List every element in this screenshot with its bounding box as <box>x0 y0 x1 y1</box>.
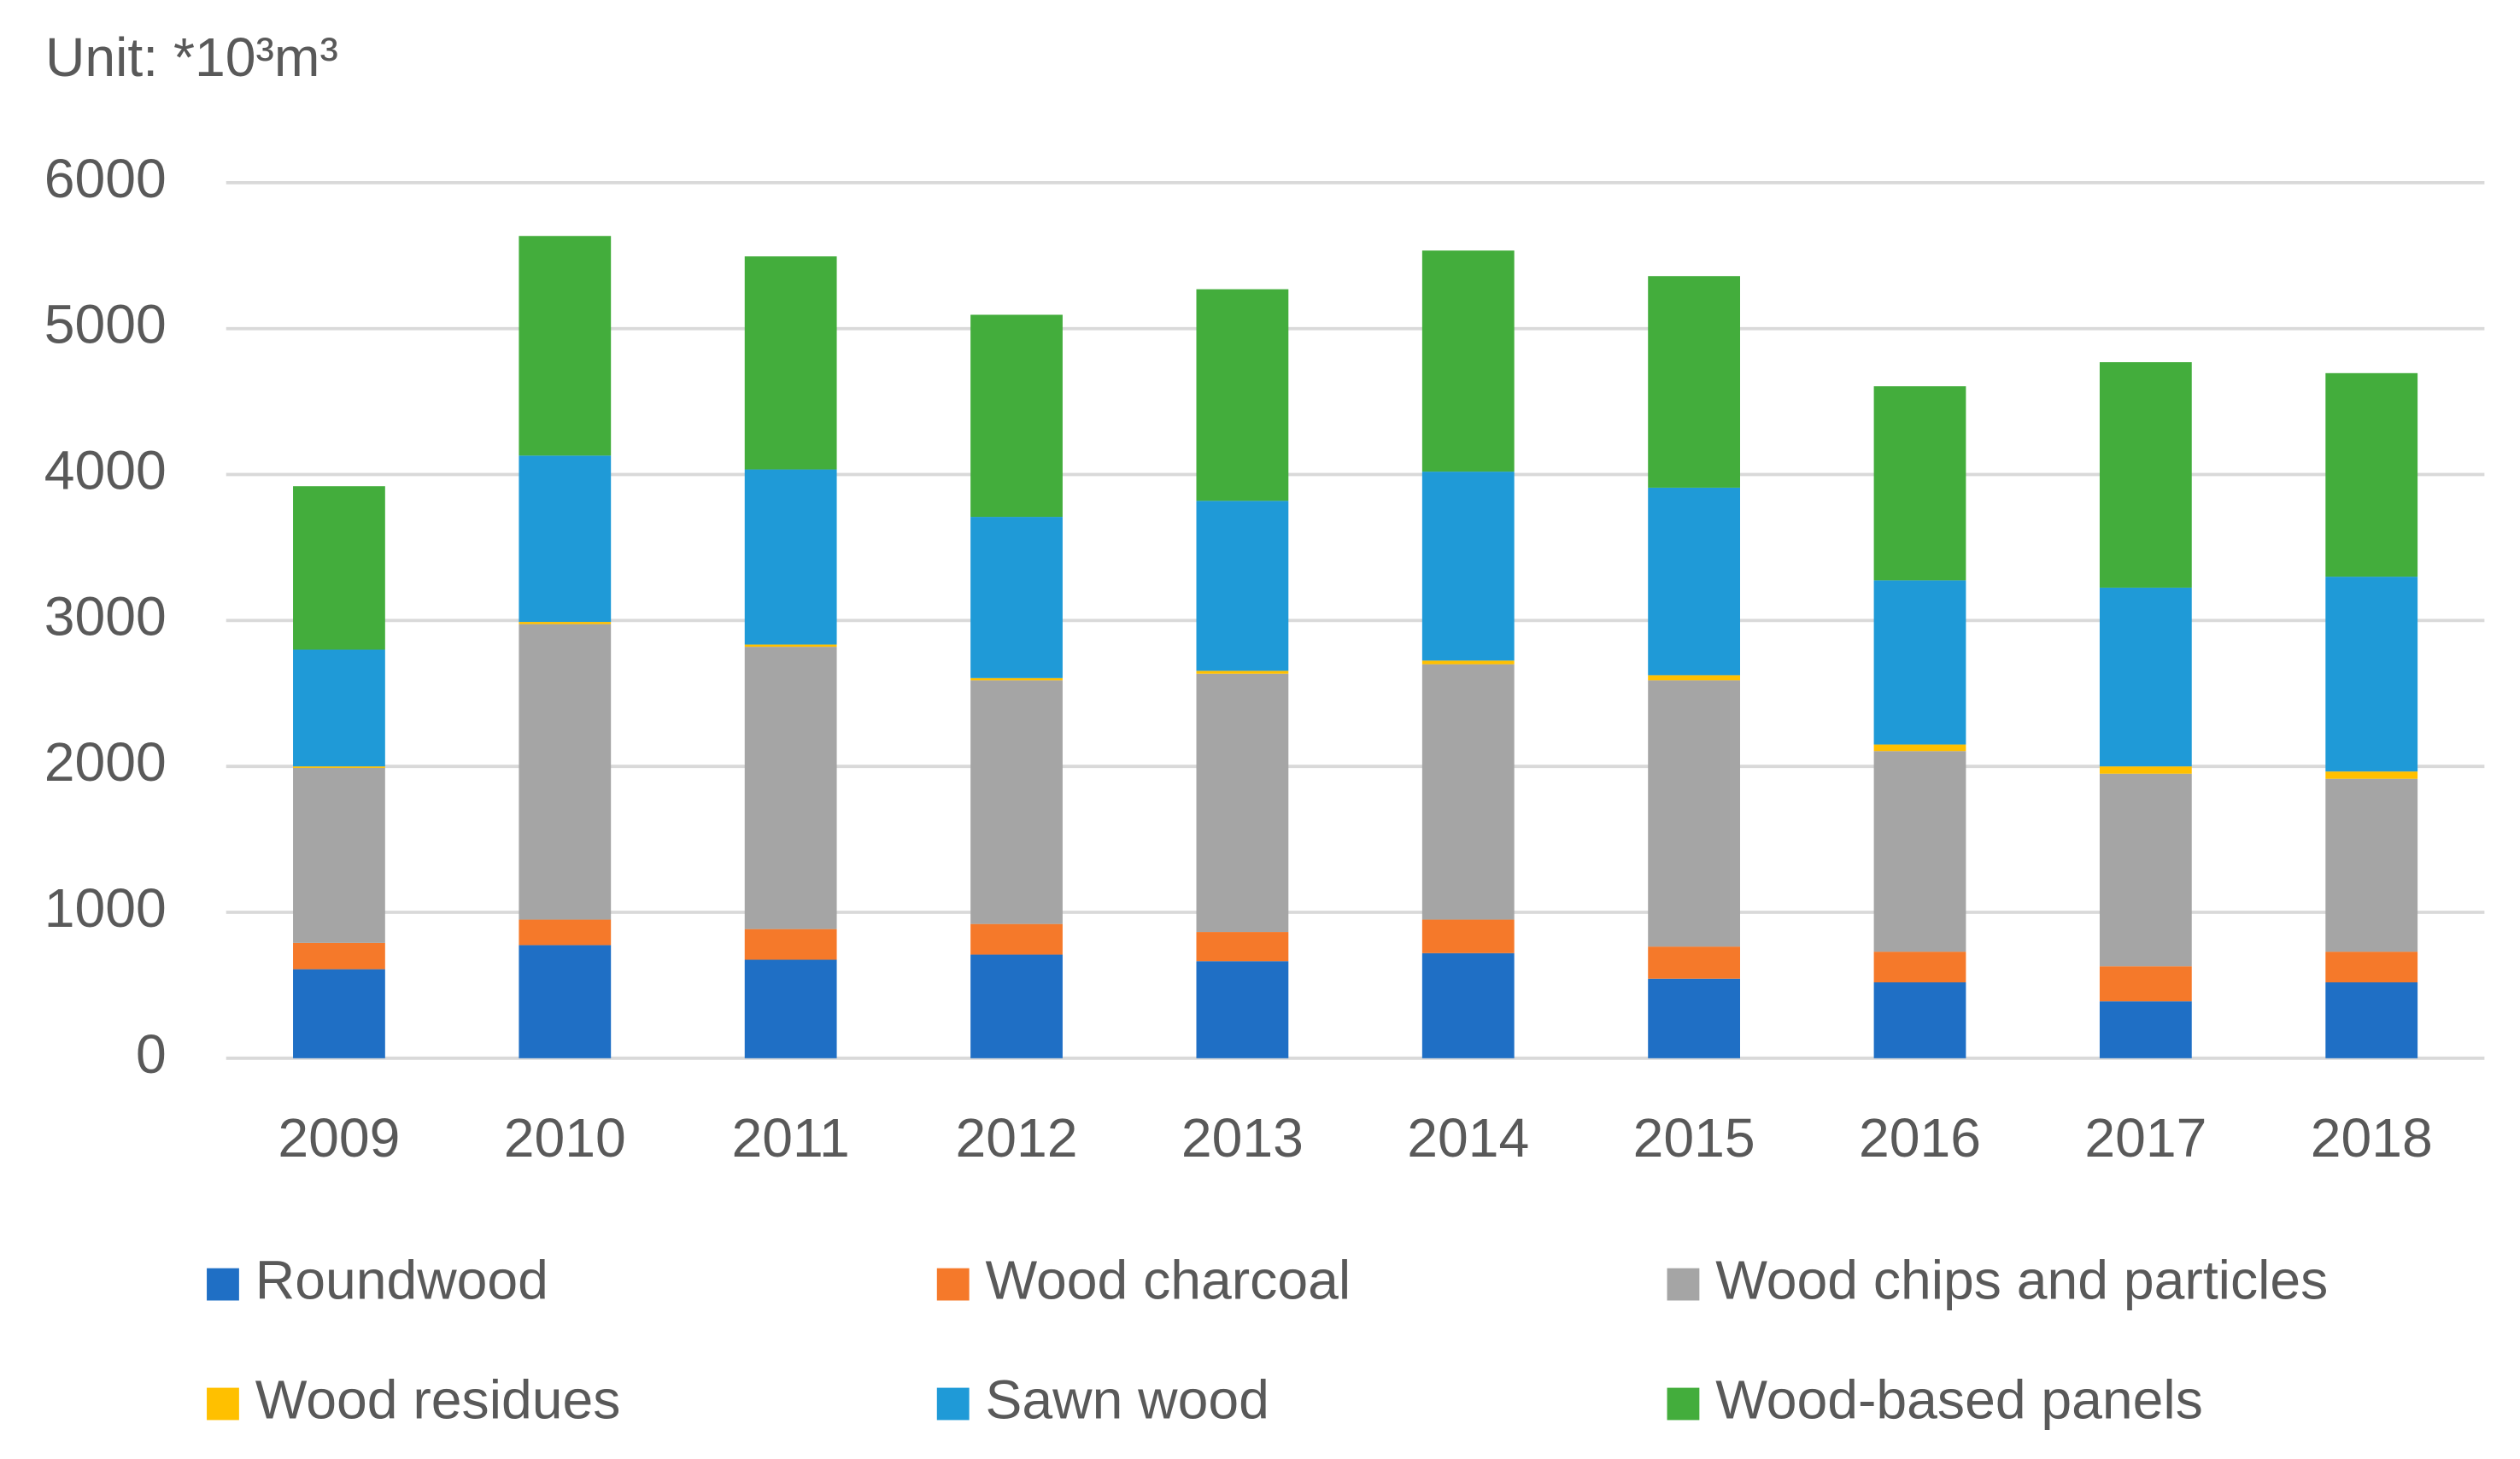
legend-swatch <box>936 1387 970 1421</box>
bar-segment <box>2099 587 2192 767</box>
x-tick-label: 2012 <box>956 1107 1078 1169</box>
x-tick-label: 2015 <box>1633 1107 1755 1169</box>
bar-segment <box>1196 673 1289 933</box>
bar-segment <box>1421 660 1515 665</box>
bar-segment <box>293 766 385 768</box>
legend-swatch <box>1667 1268 1700 1301</box>
bar-segment <box>2099 966 2192 1002</box>
bar-segment <box>1873 952 1966 982</box>
bar-segment <box>2325 577 2418 772</box>
bar-segment <box>744 469 837 645</box>
legend-label: Sawn wood <box>986 1368 1269 1430</box>
legend-label: Wood chips and particles <box>1715 1250 2328 1311</box>
bar-segment <box>744 647 837 929</box>
legend-label: Wood-based panels <box>1715 1368 2203 1430</box>
bar-segment <box>519 622 612 624</box>
bar-segment <box>970 954 1063 1058</box>
bar-segment <box>970 923 1063 955</box>
bar-segment <box>1873 981 1966 1058</box>
bar-segment <box>2325 952 2418 982</box>
legend-label: Wood charcoal <box>986 1250 1351 1311</box>
chart-title: Unit: *10³m³ <box>45 26 338 88</box>
bar-segment <box>744 929 837 960</box>
x-tick-label: 2013 <box>1181 1107 1304 1169</box>
y-tick-label: 3000 <box>44 585 167 647</box>
bar-segment <box>519 236 612 456</box>
bar-segment <box>970 314 1063 518</box>
x-tick-label: 2010 <box>504 1107 626 1169</box>
bar-segment <box>1648 946 1741 979</box>
bar-segment <box>293 649 385 767</box>
bar-segment <box>2325 981 2418 1058</box>
bar-segment <box>1648 487 1741 676</box>
bar-segment <box>1421 664 1515 920</box>
bar-segment <box>1873 386 1966 581</box>
bar-segment <box>1196 671 1289 674</box>
y-tick-label: 2000 <box>44 731 167 793</box>
y-tick-label: 1000 <box>44 877 167 939</box>
bar-segment <box>744 644 837 647</box>
legend-swatch <box>936 1268 970 1301</box>
y-tick-label: 0 <box>136 1023 167 1085</box>
bar-segment <box>2099 773 2192 967</box>
bar-segment <box>1421 472 1515 661</box>
bar-segment <box>1873 580 1966 745</box>
bar-segment <box>519 945 612 1058</box>
x-tick-label: 2011 <box>732 1107 850 1169</box>
bar-segment <box>1648 680 1741 947</box>
bar-segment <box>293 942 385 970</box>
bar-segment <box>519 455 612 623</box>
bar-segment <box>2099 361 2192 588</box>
y-tick-label: 6000 <box>44 148 167 209</box>
x-tick-label: 2018 <box>2311 1107 2433 1169</box>
bar-segment <box>2325 771 2418 779</box>
bar-segment <box>1648 978 1741 1058</box>
legend-swatch <box>1667 1387 1700 1421</box>
bar-segment <box>2325 372 2418 577</box>
bar-segment <box>744 959 837 1058</box>
legend-label: Wood residues <box>255 1368 621 1430</box>
bar-segment <box>293 969 385 1058</box>
bar-segment <box>293 486 385 650</box>
bar-segment <box>1196 289 1289 501</box>
x-tick-label: 2017 <box>2084 1107 2206 1169</box>
bar-segment <box>970 680 1063 924</box>
bar-segment <box>519 624 612 920</box>
y-tick-label: 5000 <box>44 294 167 355</box>
bar-segment <box>1873 744 1966 752</box>
bar-segment <box>1196 501 1289 671</box>
bar-segment <box>970 517 1063 678</box>
bar-segment <box>1873 751 1966 952</box>
bar-segment <box>2099 1001 2192 1058</box>
x-tick-label: 2009 <box>278 1107 400 1169</box>
bar-segment <box>744 256 837 470</box>
x-tick-label: 2016 <box>1859 1107 1981 1169</box>
bar-segment <box>1421 919 1515 953</box>
bar-segment <box>2099 766 2192 774</box>
bar-segment <box>519 919 612 946</box>
bar-segment <box>293 767 385 943</box>
bar-segment <box>1421 952 1515 1058</box>
bar-segment <box>1648 675 1741 681</box>
legend-swatch <box>207 1387 239 1421</box>
bar-segment <box>1421 250 1515 472</box>
bar-segment <box>1196 932 1289 962</box>
bar-segment <box>970 677 1063 681</box>
bar-segment <box>1196 961 1289 1058</box>
y-tick-label: 4000 <box>44 440 167 501</box>
legend-label: Roundwood <box>255 1250 548 1311</box>
x-tick-label: 2014 <box>1407 1107 1529 1169</box>
legend-swatch <box>207 1268 239 1301</box>
bar-segment <box>2325 778 2418 952</box>
bar-segment <box>1648 276 1741 488</box>
